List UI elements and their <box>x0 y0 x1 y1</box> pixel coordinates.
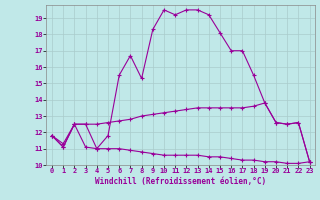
X-axis label: Windchill (Refroidissement éolien,°C): Windchill (Refroidissement éolien,°C) <box>95 177 266 186</box>
